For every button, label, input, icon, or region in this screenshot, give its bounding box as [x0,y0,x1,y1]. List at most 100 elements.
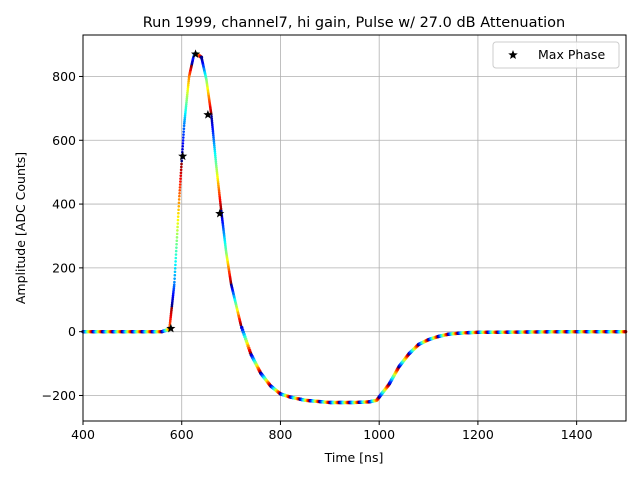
legend-star-icon [508,50,518,60]
waveform-point [173,277,176,280]
waveform-point [235,308,239,311]
waveform-point [187,76,191,79]
waveform-point [187,79,190,83]
waveform-point [179,180,182,183]
waveform-point [182,133,185,136]
waveform-point [186,83,190,87]
legend-box [492,41,620,69]
waveform-point [176,225,179,229]
waveform-point [232,294,236,298]
waveform-point [213,146,216,149]
waveform-point [183,114,187,118]
waveform-point [189,68,192,72]
waveform-point [188,72,192,75]
waveform-point [210,121,214,125]
waveform-point [202,67,206,71]
waveform-point [185,95,189,98]
x-tick-label: 400 [71,427,95,442]
legend-label-max-phase: Max Phase [538,47,605,62]
waveform-point [183,116,187,119]
waveform-point [174,260,177,263]
waveform-point [209,106,212,110]
waveform-point [179,168,183,172]
waveform-point [182,130,185,133]
waveform-point [174,253,178,256]
y-tick-label: 400 [52,197,76,212]
waveform-point [214,160,218,164]
waveform-point [176,222,180,225]
waveform-point [227,265,230,269]
waveform-point [171,292,175,296]
waveform-point [180,162,183,166]
waveform-point [178,189,182,192]
waveform-point [181,142,185,145]
max-phase-star [178,151,188,161]
waveform-point [211,129,215,133]
waveform-point [173,280,176,284]
waveform-point [213,154,217,157]
waveform-point [171,299,174,303]
waveform-point [224,250,228,254]
waveform-point [191,57,195,61]
waveform-point [178,194,181,198]
waveform-point [177,201,181,205]
waveform-point [212,135,215,139]
waveform-point [185,99,188,102]
waveform-point [178,183,182,186]
waveform-point [205,83,209,87]
waveform-point [210,119,214,123]
max-phase-star [203,109,213,119]
waveform-point [210,115,213,119]
waveform-point [179,177,182,180]
waveform-point [175,239,179,243]
waveform-point [228,276,232,279]
waveform-point [216,182,220,185]
waveform-point [213,148,216,151]
waveform-point [211,123,214,127]
waveform-point [231,291,235,295]
waveform-point [212,137,216,141]
waveform-point [174,249,178,253]
x-tick-label: 1400 [561,427,593,442]
waveform-point [176,229,179,232]
waveform-points [81,51,628,405]
waveform-point [203,71,207,74]
waveform-point [236,311,240,315]
waveform-point [181,145,185,148]
waveform-point [211,125,214,129]
waveform-point [177,211,180,215]
waveform-point [179,174,183,177]
waveform-point [212,142,216,145]
waveform-point [210,117,214,121]
max-phase-star [190,49,201,59]
waveform-point [175,242,178,246]
waveform-point [182,124,186,128]
waveform-point [186,89,189,93]
waveform-point [226,260,230,264]
waveform-point [187,81,190,85]
x-axis-label: Time [ns] [324,450,384,465]
waveform-point [206,89,210,93]
waveform-point [231,288,234,291]
waveform-point [214,156,217,159]
waveform-point [213,150,217,153]
waveform-point [185,101,188,104]
waveform-point [229,281,233,284]
y-axis-label: Amplitude [ADC Counts] [13,152,28,304]
waveform-point [190,64,193,68]
waveform-point [174,263,177,267]
waveform-point [186,85,190,89]
y-tick-label: 600 [52,133,76,148]
waveform-point [200,56,203,60]
waveform-point [178,191,181,195]
waveform-point [215,168,218,171]
waveform-point [235,304,238,308]
waveform-point [211,131,215,135]
waveform-point [180,165,183,169]
waveform-point [205,78,208,81]
waveform-point [216,175,219,178]
waveform-point [233,298,237,301]
waveform-point [182,122,186,125]
waveform-point [184,104,188,108]
